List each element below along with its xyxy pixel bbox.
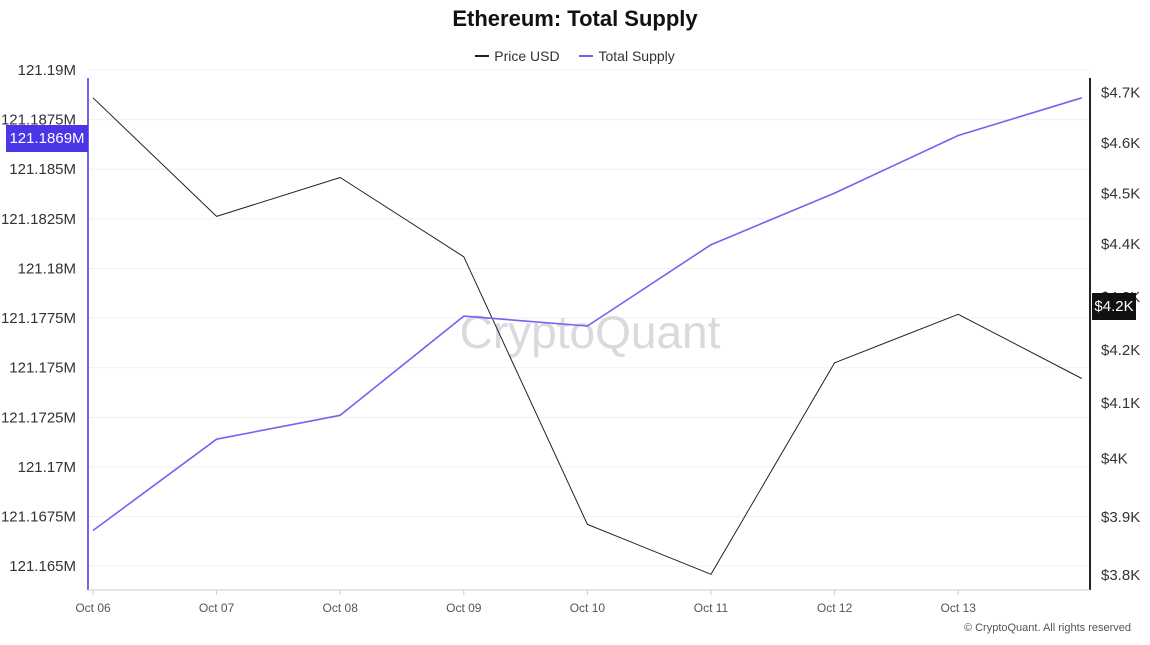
x-axis-tick-label: Oct 13 <box>941 601 977 615</box>
left-axis-tick-label: 121.17M <box>18 459 76 476</box>
watermark-text: CryptoQuant <box>460 306 721 358</box>
left-axis-tick-label: 121.1875M <box>1 112 76 129</box>
copyright-text: © CryptoQuant. All rights reserved <box>963 622 1131 634</box>
right-axis-tick-label: $4.6K <box>1101 135 1140 152</box>
x-axis-tick-label: Oct 10 <box>570 601 606 615</box>
left-axis-tick-label: 121.18M <box>18 260 76 277</box>
legend-label-supply: Total Supply <box>598 48 675 64</box>
right-axis-tick-label: $4.5K <box>1101 186 1140 203</box>
x-axis-tick-label: Oct 12 <box>817 601 853 615</box>
left-axis-tick-label: 121.165M <box>9 558 76 575</box>
x-axis-tick-label: Oct 08 <box>323 601 359 615</box>
series-line-total-supply <box>92 97 1083 532</box>
right-axis-tick-label: $4.1K <box>1101 395 1140 412</box>
x-axis-tick-label: Oct 06 <box>75 601 111 615</box>
legend-item-supply[interactable]: Total Supply <box>579 48 675 64</box>
x-axis-tick-label: Oct 11 <box>694 601 729 615</box>
legend-swatch-supply <box>579 55 594 57</box>
left-axis-tick-label: 121.1675M <box>1 509 76 526</box>
legend-item-price[interactable]: Price USD <box>475 48 560 64</box>
left-axis-tick-label: 121.185M <box>9 161 76 178</box>
series-line-price-usd <box>92 97 1083 575</box>
x-axis-tick-label: Oct 07 <box>199 601 235 615</box>
left-axis-tick-label: 121.175M <box>9 360 76 377</box>
right-axis-tick-label: $4K <box>1101 451 1128 468</box>
legend-swatch-price <box>475 55 490 57</box>
right-axis-tick-label: $4.4K <box>1101 236 1140 253</box>
legend-label-price: Price USD <box>494 48 560 64</box>
left-axis-tick-label: 121.19M <box>18 62 76 79</box>
chart-title: Ethereum: Total Supply <box>452 6 698 31</box>
x-axis-tick-label: Oct 09 <box>446 601 482 615</box>
right-axis-tick-label: $3.8K <box>1101 567 1140 584</box>
right-axis-current-value-badge: $4.2K <box>1092 293 1136 320</box>
left-axis-tick-label: 121.1825M <box>1 211 76 228</box>
right-axis-tick-label: $4.7K <box>1101 85 1140 102</box>
right-axis-tick-label: $3.9K <box>1101 509 1140 526</box>
right-axis-tick-label: $4.2K <box>1101 342 1140 359</box>
left-axis-tick-label: 121.1775M <box>1 310 76 327</box>
left-axis-tick-label: 121.1725M <box>1 409 76 426</box>
legend: Price USD Total Supply <box>0 44 1150 64</box>
left-axis-current-value-badge: 121.1869M <box>6 125 88 152</box>
